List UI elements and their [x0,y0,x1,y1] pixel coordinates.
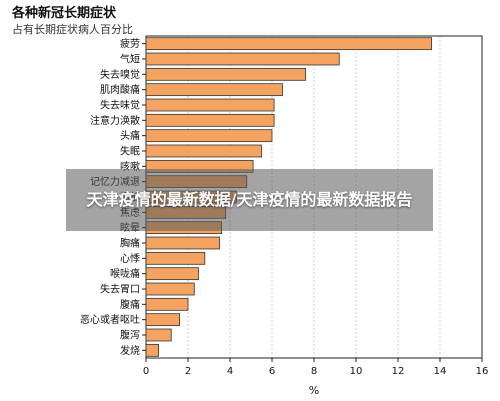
category-label: 喉咙痛 [110,267,140,280]
category-label: 肌肉酸痛 [100,83,140,96]
bar [145,113,275,127]
category-label: 头痛 [120,129,140,142]
x-tick-label: 0 [143,366,149,377]
category-label: 失去味觉 [100,99,140,112]
chart-subtitle: 占有长期症状病人百分比 [12,22,133,36]
category-label: 发烧 [120,344,140,357]
category-label: 失去胃口 [100,283,140,296]
bar [145,129,273,143]
bar [145,313,180,327]
overlay-banner: 天津疫情的最新数据/天津疫情的最新数据报告 [66,169,433,231]
x-tick-label: 14 [434,366,447,377]
category-label: 腹泻 [120,329,140,342]
x-tick-label: 12 [392,366,405,377]
x-tick-label: 4 [227,366,233,377]
bar [145,251,206,265]
bar [145,144,262,158]
category-label: 恶心或者呕吐 [80,314,140,326]
plot-area: 疲劳气短失去嗅觉肌肉酸痛失去味觉注意力涣散头痛失眠咳嗽记忆力减退抑郁焦虑眩晕胸痛… [80,35,489,377]
x-tick-label: 6 [269,366,275,377]
category-label: 疲劳 [120,37,140,50]
overlay-banner-text: 天津疫情的最新数据/天津疫情的最新数据报告 [86,190,413,209]
category-label: 心悸 [120,252,140,265]
category-label: 气短 [120,53,140,66]
category-label: 腹痛 [120,298,140,311]
x-axis-title: % [309,384,319,397]
bar [145,267,199,281]
bar [145,297,189,311]
bar [145,67,307,81]
chart-title: 各种新冠长期症状 [11,5,117,21]
x-tick-label: 10 [350,366,363,377]
bar [145,83,283,97]
category-label: 失眠 [120,145,140,158]
bar [145,343,159,357]
category-label: 注意力涣散 [90,114,140,127]
bar [145,236,220,250]
category-label: 胸痛 [120,237,140,250]
x-tick-label: 2 [185,366,191,377]
bar [145,328,172,342]
x-tick-label: 16 [476,366,489,377]
bar [145,37,433,51]
bar [145,52,340,66]
category-label: 失去嗅觉 [100,68,140,81]
bar [145,98,275,112]
bar [145,282,195,296]
x-tick-label: 8 [311,366,317,377]
